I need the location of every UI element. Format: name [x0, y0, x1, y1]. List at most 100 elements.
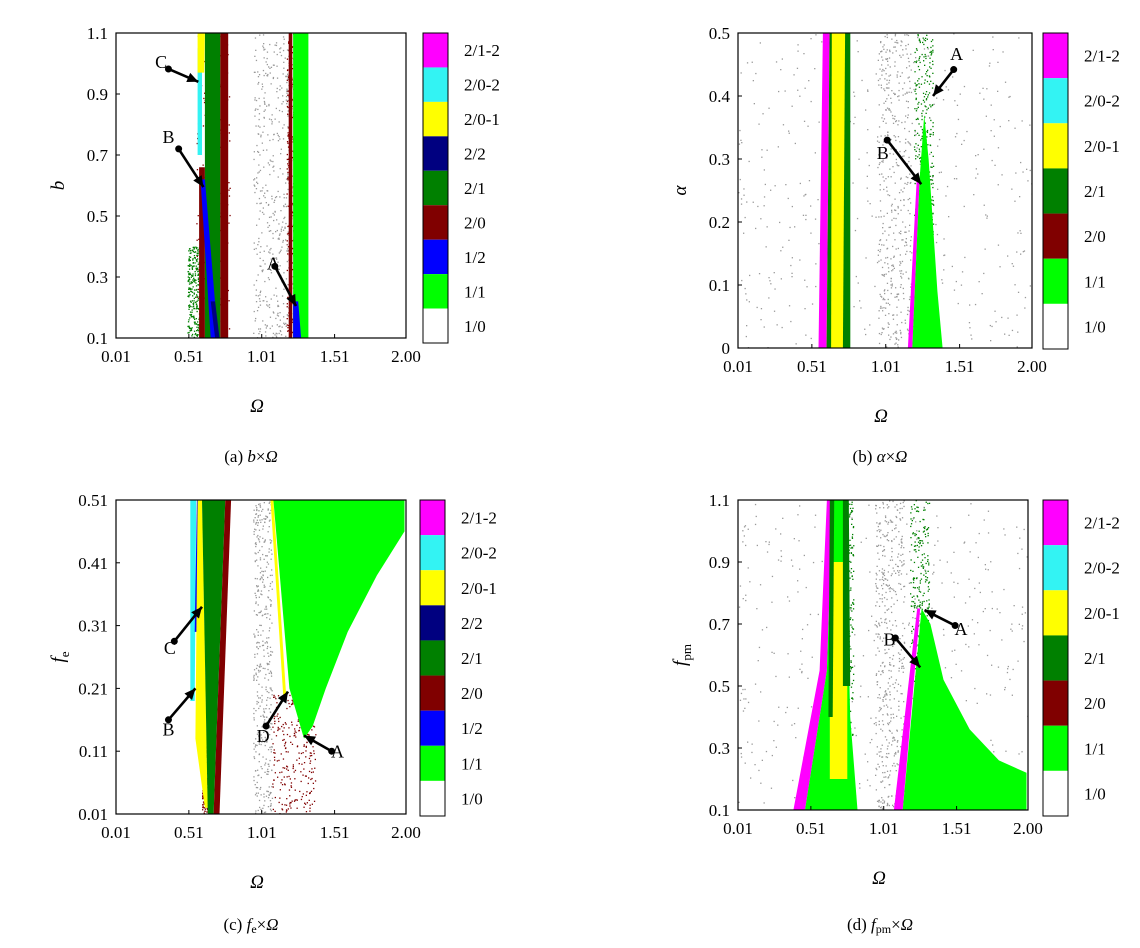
- scatter-point-1-0: [285, 239, 287, 241]
- scatter-point-2-1: [918, 588, 920, 590]
- scatter-point-2-0: [273, 731, 275, 733]
- scatter-point-2-1: [927, 535, 929, 537]
- scatter-point-2-0: [202, 125, 205, 127]
- scatter-point-1-0: [262, 86, 264, 88]
- scatter-point-1-0: [879, 522, 881, 524]
- scatter-point-2-1: [932, 60, 934, 62]
- scatter-point-1-0: [260, 567, 262, 569]
- scatter-point-1-0: [258, 328, 260, 330]
- panel-4: 0.01 0.51 1.01 1.51 2.000.10.30.50.70.91.1Ωf…: [670, 491, 1120, 936]
- scatter-point-1-0: [266, 74, 268, 77]
- scatter-point-1-0: [895, 524, 897, 526]
- scatter-point-1-0: [858, 158, 860, 160]
- scatter-point-1-0: [957, 118, 960, 121]
- scatter-point-1-0: [804, 87, 806, 89]
- scatter-point-1-0: [271, 114, 273, 116]
- annotation-dot: [170, 637, 178, 645]
- scatter-point-1-0: [287, 188, 289, 191]
- scatter-point-1-0: [766, 626, 768, 629]
- scatter-point-1-0: [993, 119, 995, 121]
- scatter-point-1-0: [881, 670, 883, 672]
- scatter-point-1-0: [886, 584, 888, 586]
- scatter-point-2-1: [917, 510, 920, 513]
- scatter-point-1-0: [890, 336, 892, 338]
- scatter-point-1-0: [746, 325, 748, 327]
- scatter-point-1-0: [270, 558, 272, 560]
- scatter-point-2-0: [229, 214, 231, 217]
- region-2-0-1: [197, 33, 205, 73]
- scatter-point-1-0: [877, 136, 879, 138]
- scatter-point-1-0: [954, 649, 956, 651]
- scatter-point-1-0: [269, 599, 271, 601]
- scatter-point-1-0: [256, 691, 259, 693]
- scatter-point-2-1: [930, 67, 932, 69]
- scatter-point-2-1: [849, 618, 851, 621]
- scatter-point-2-0: [278, 720, 280, 723]
- scatter-point-1-0: [884, 520, 886, 522]
- scatter-point-1-0: [997, 147, 1000, 149]
- scatter-point-2-0: [286, 303, 288, 305]
- scatter-point-1-0: [887, 322, 889, 324]
- scatter-point-1-0: [283, 323, 286, 325]
- scatter-point-1-0: [258, 529, 261, 531]
- scatter-point-1-0: [954, 100, 956, 102]
- scatter-point-1-0: [947, 89, 950, 91]
- scatter-point-2-1: [924, 570, 927, 572]
- scatter-point-1-0: [267, 597, 270, 599]
- scatter-point-1-0: [887, 267, 890, 269]
- scatter-point-1-0: [968, 322, 971, 324]
- scatter-point-1-0: [262, 34, 265, 36]
- scatter-point-1-0: [269, 43, 271, 46]
- scatter-point-1-0: [894, 209, 896, 211]
- scatter-point-1-0: [889, 50, 891, 53]
- scatter-point-1-0: [895, 158, 897, 161]
- scatter-point-1-0: [283, 322, 285, 324]
- scatter-point-1-0: [261, 88, 263, 90]
- scatter-point-1-0: [903, 298, 905, 300]
- scatter-point-1-0: [1029, 169, 1031, 172]
- scatter-point-1-0: [860, 307, 862, 309]
- scatter-point-1-0: [884, 230, 886, 232]
- scatter-point-1-0: [898, 582, 900, 585]
- scatter-point-1-0: [945, 195, 947, 197]
- scatter-point-1-0: [260, 521, 262, 523]
- scatter-point-2-1: [850, 547, 852, 549]
- scatter-point-1-0: [272, 77, 274, 80]
- scatter-point-2-0: [296, 759, 298, 761]
- scatter-point-1-0: [269, 67, 271, 69]
- scatter-point-1-0: [908, 76, 910, 78]
- scatter-point-1-0: [861, 79, 863, 82]
- scatter-point-1-0: [914, 598, 916, 600]
- scatter-point-1-0: [869, 571, 871, 573]
- scatter-point-1-0: [948, 216, 950, 218]
- scatter-point-1-0: [879, 598, 881, 600]
- scatter-point-2-1: [911, 625, 914, 628]
- scatter-point-2-1: [922, 531, 925, 533]
- scatter-point-1-0: [1011, 694, 1013, 696]
- scatter-point-2-0: [281, 809, 284, 811]
- scatter-point-2-1: [195, 246, 197, 248]
- scatter-point-1-0: [888, 677, 891, 680]
- scatter-point-2-0: [288, 727, 290, 729]
- legend-swatch-2-0-2: [1043, 78, 1068, 124]
- scatter-point-1-0: [890, 287, 893, 289]
- scatter-point-1-0: [257, 676, 259, 678]
- scatter-point-2-0: [292, 766, 294, 768]
- scatter-point-1-0: [883, 273, 885, 276]
- scatter-point-1-0: [865, 109, 867, 111]
- scatter-point-1-0: [264, 608, 266, 610]
- scatter-point-2-1: [852, 608, 855, 610]
- scatter-point-1-0: [887, 532, 889, 534]
- scatter-point-1-0: [889, 152, 891, 155]
- scatter-point-1-0: [286, 260, 288, 263]
- scatter-point-1-0: [899, 512, 901, 514]
- annotation-dot: [164, 716, 172, 724]
- scatter-point-1-0: [900, 685, 902, 687]
- scatter-point-1-0: [901, 41, 903, 43]
- scatter-point-1-0: [259, 34, 261, 36]
- scatter-point-1-0: [901, 72, 903, 74]
- scatter-point-2-1: [917, 118, 919, 120]
- scatter-point-1-0: [889, 586, 891, 589]
- scatter-point-2-0: [304, 802, 306, 804]
- scatter-point-2-1: [916, 84, 918, 86]
